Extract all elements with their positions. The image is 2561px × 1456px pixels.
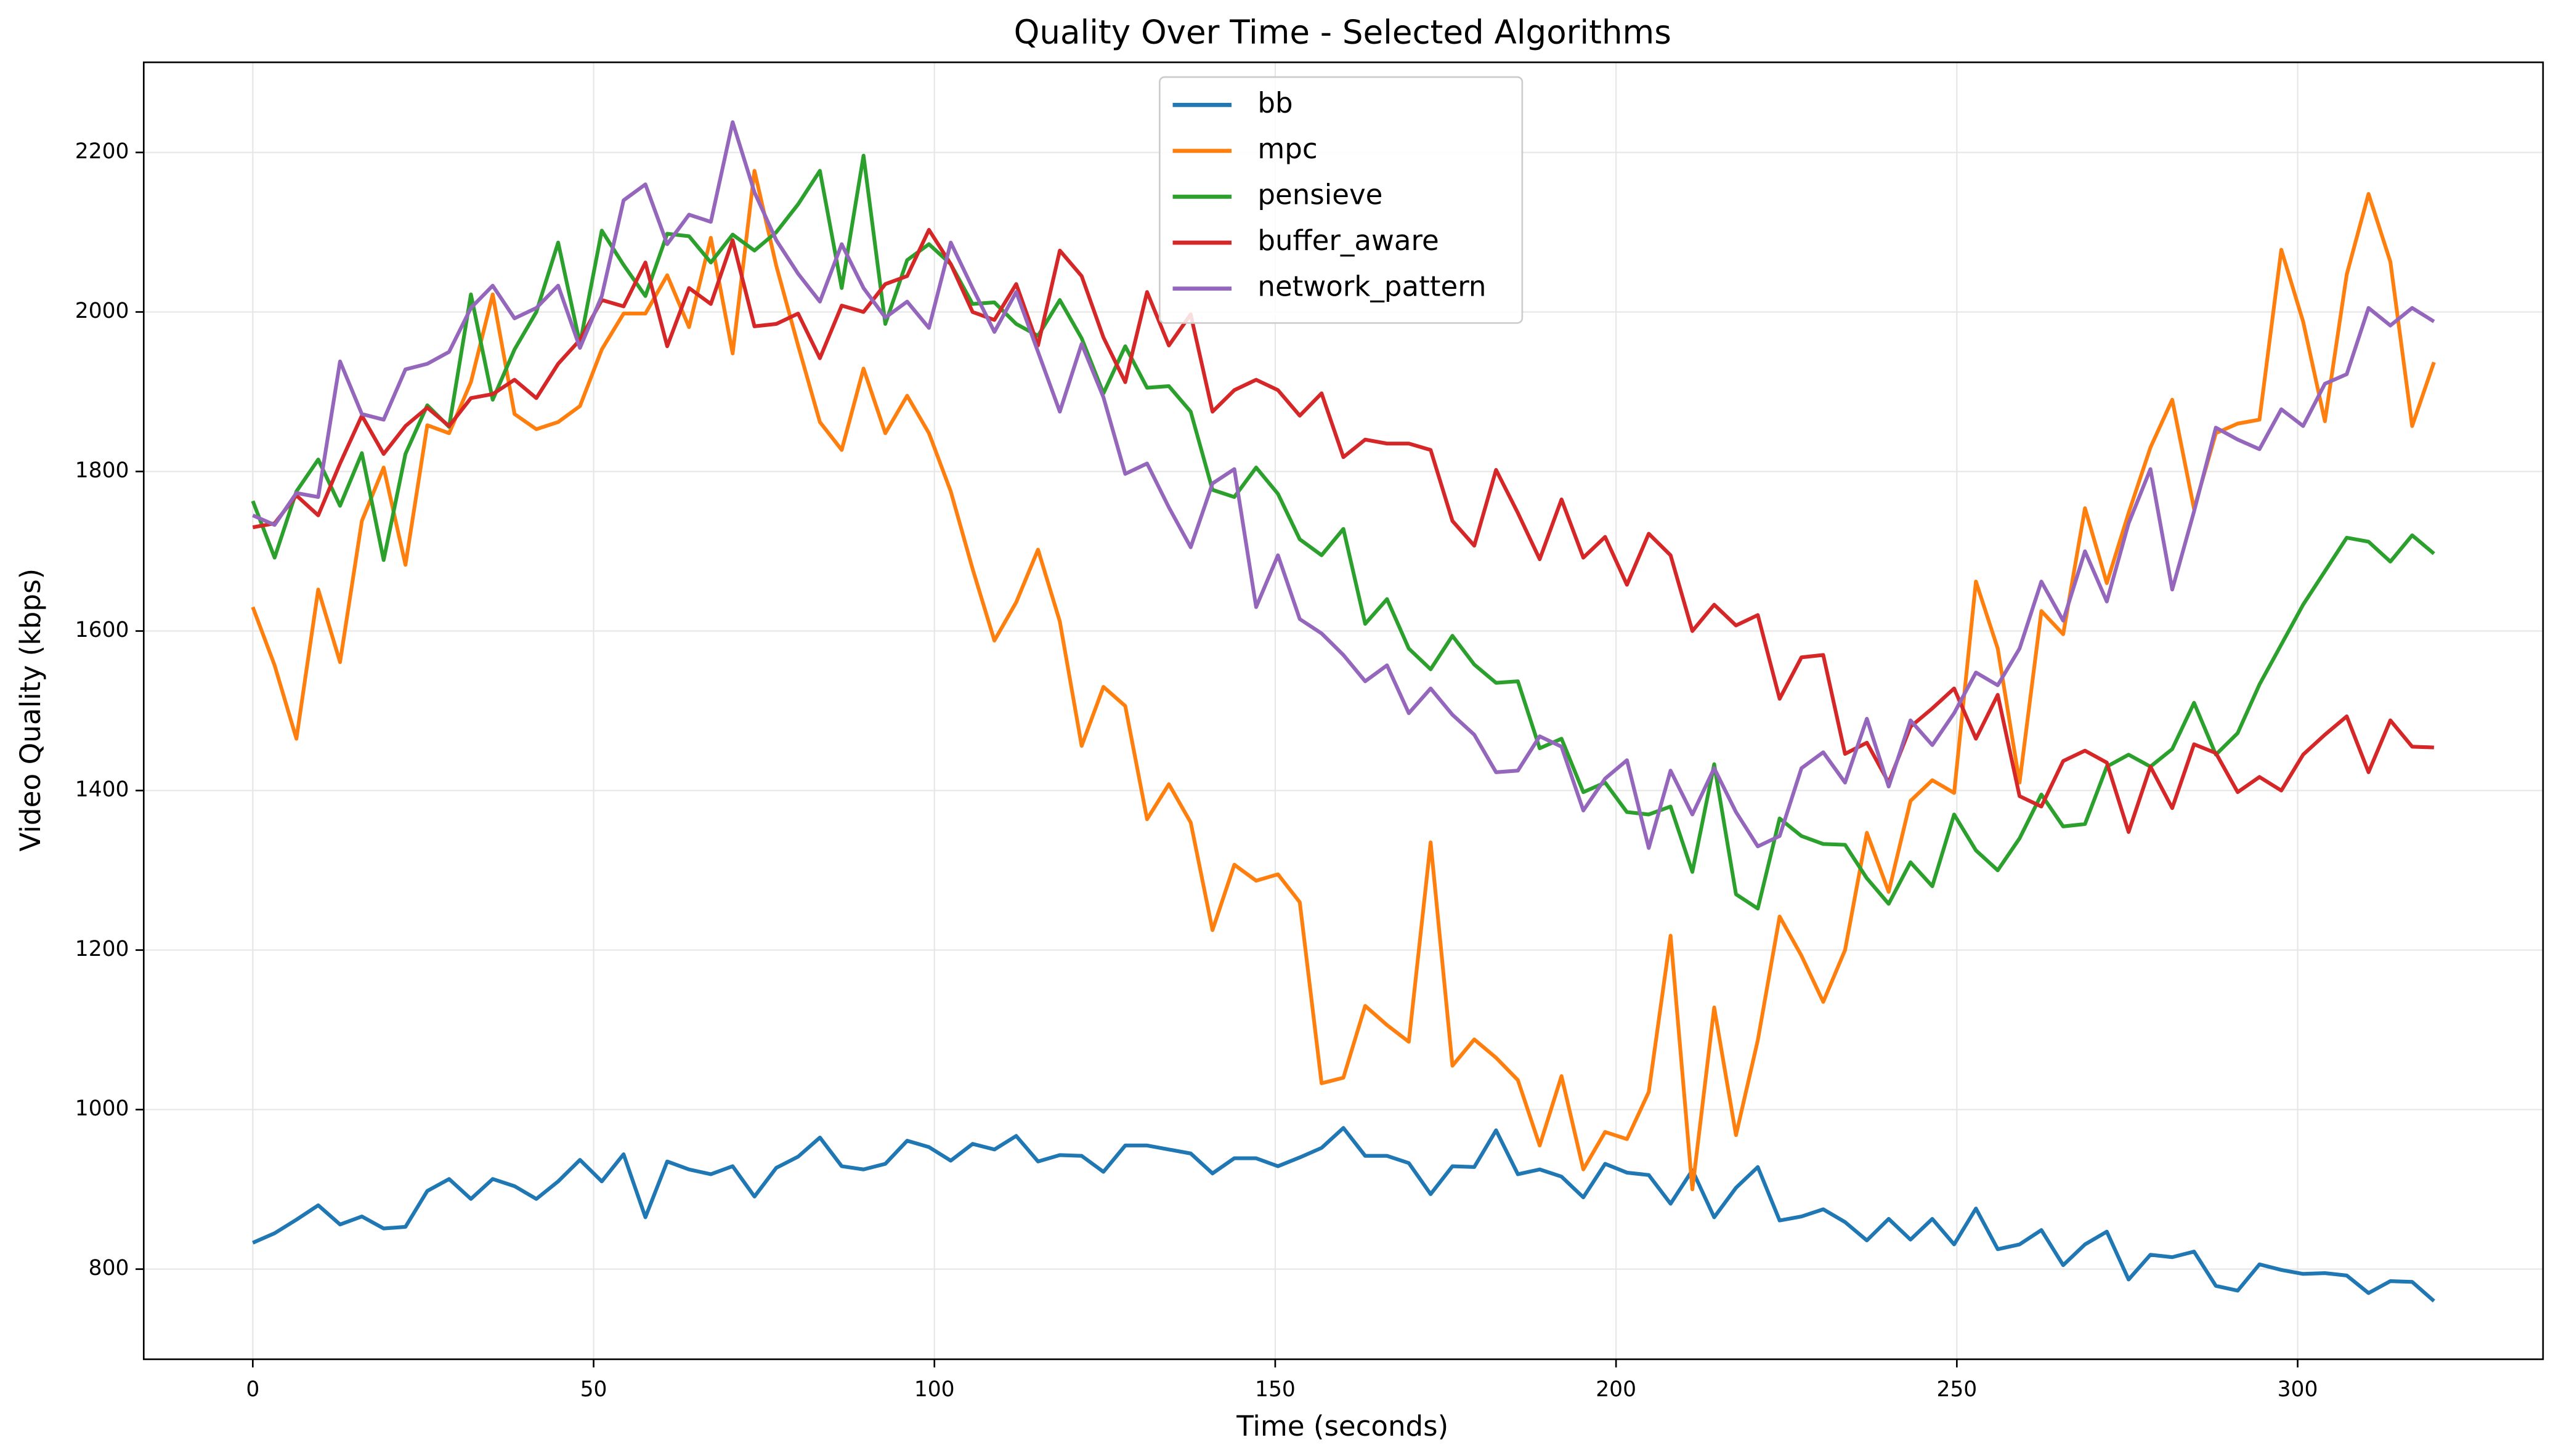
x-tick-label: 0 [246, 1377, 259, 1402]
line-series [252, 1126, 2435, 1303]
line-series [252, 120, 2435, 850]
legend-label: mpc [1257, 132, 1317, 165]
legend-label: network_pattern [1257, 270, 1486, 302]
y-tick-label: 1400 [75, 777, 129, 802]
legend-label: buffer_aware [1257, 224, 1439, 257]
x-tick-label: 200 [1596, 1377, 1636, 1402]
y-tick-label: 1800 [75, 458, 129, 483]
line-series [251, 153, 2435, 911]
y-tick-label: 2200 [75, 139, 129, 164]
y-axis-label: Video Quality (kbps) [14, 568, 47, 852]
y-tick-label: 2000 [75, 299, 129, 323]
plot-frame [142, 61, 2544, 1361]
y-tick-label: 800 [89, 1256, 129, 1280]
legend-label: bb [1257, 86, 1293, 119]
x-tick-label: 300 [2278, 1377, 2318, 1402]
y-tick-label: 1000 [75, 1096, 129, 1121]
y-tick-label: 1600 [75, 618, 129, 642]
legend-box [1158, 76, 1524, 324]
x-axis-label: Time (seconds) [1236, 1410, 1448, 1442]
x-tick-label: 100 [914, 1377, 955, 1402]
y-tick-label: 1200 [75, 937, 129, 961]
x-tick-label: 150 [1255, 1377, 1296, 1402]
chart-title: Quality Over Time - Selected Algorithms [1014, 13, 1671, 51]
line-series [252, 228, 2434, 834]
legend: bb mpc pensieve buffer_aware network_pattern [1158, 76, 1524, 324]
x-tick-label: 50 [580, 1377, 607, 1402]
legend-label: pensieve [1257, 178, 1382, 211]
x-tick-label: 250 [1936, 1377, 1977, 1402]
